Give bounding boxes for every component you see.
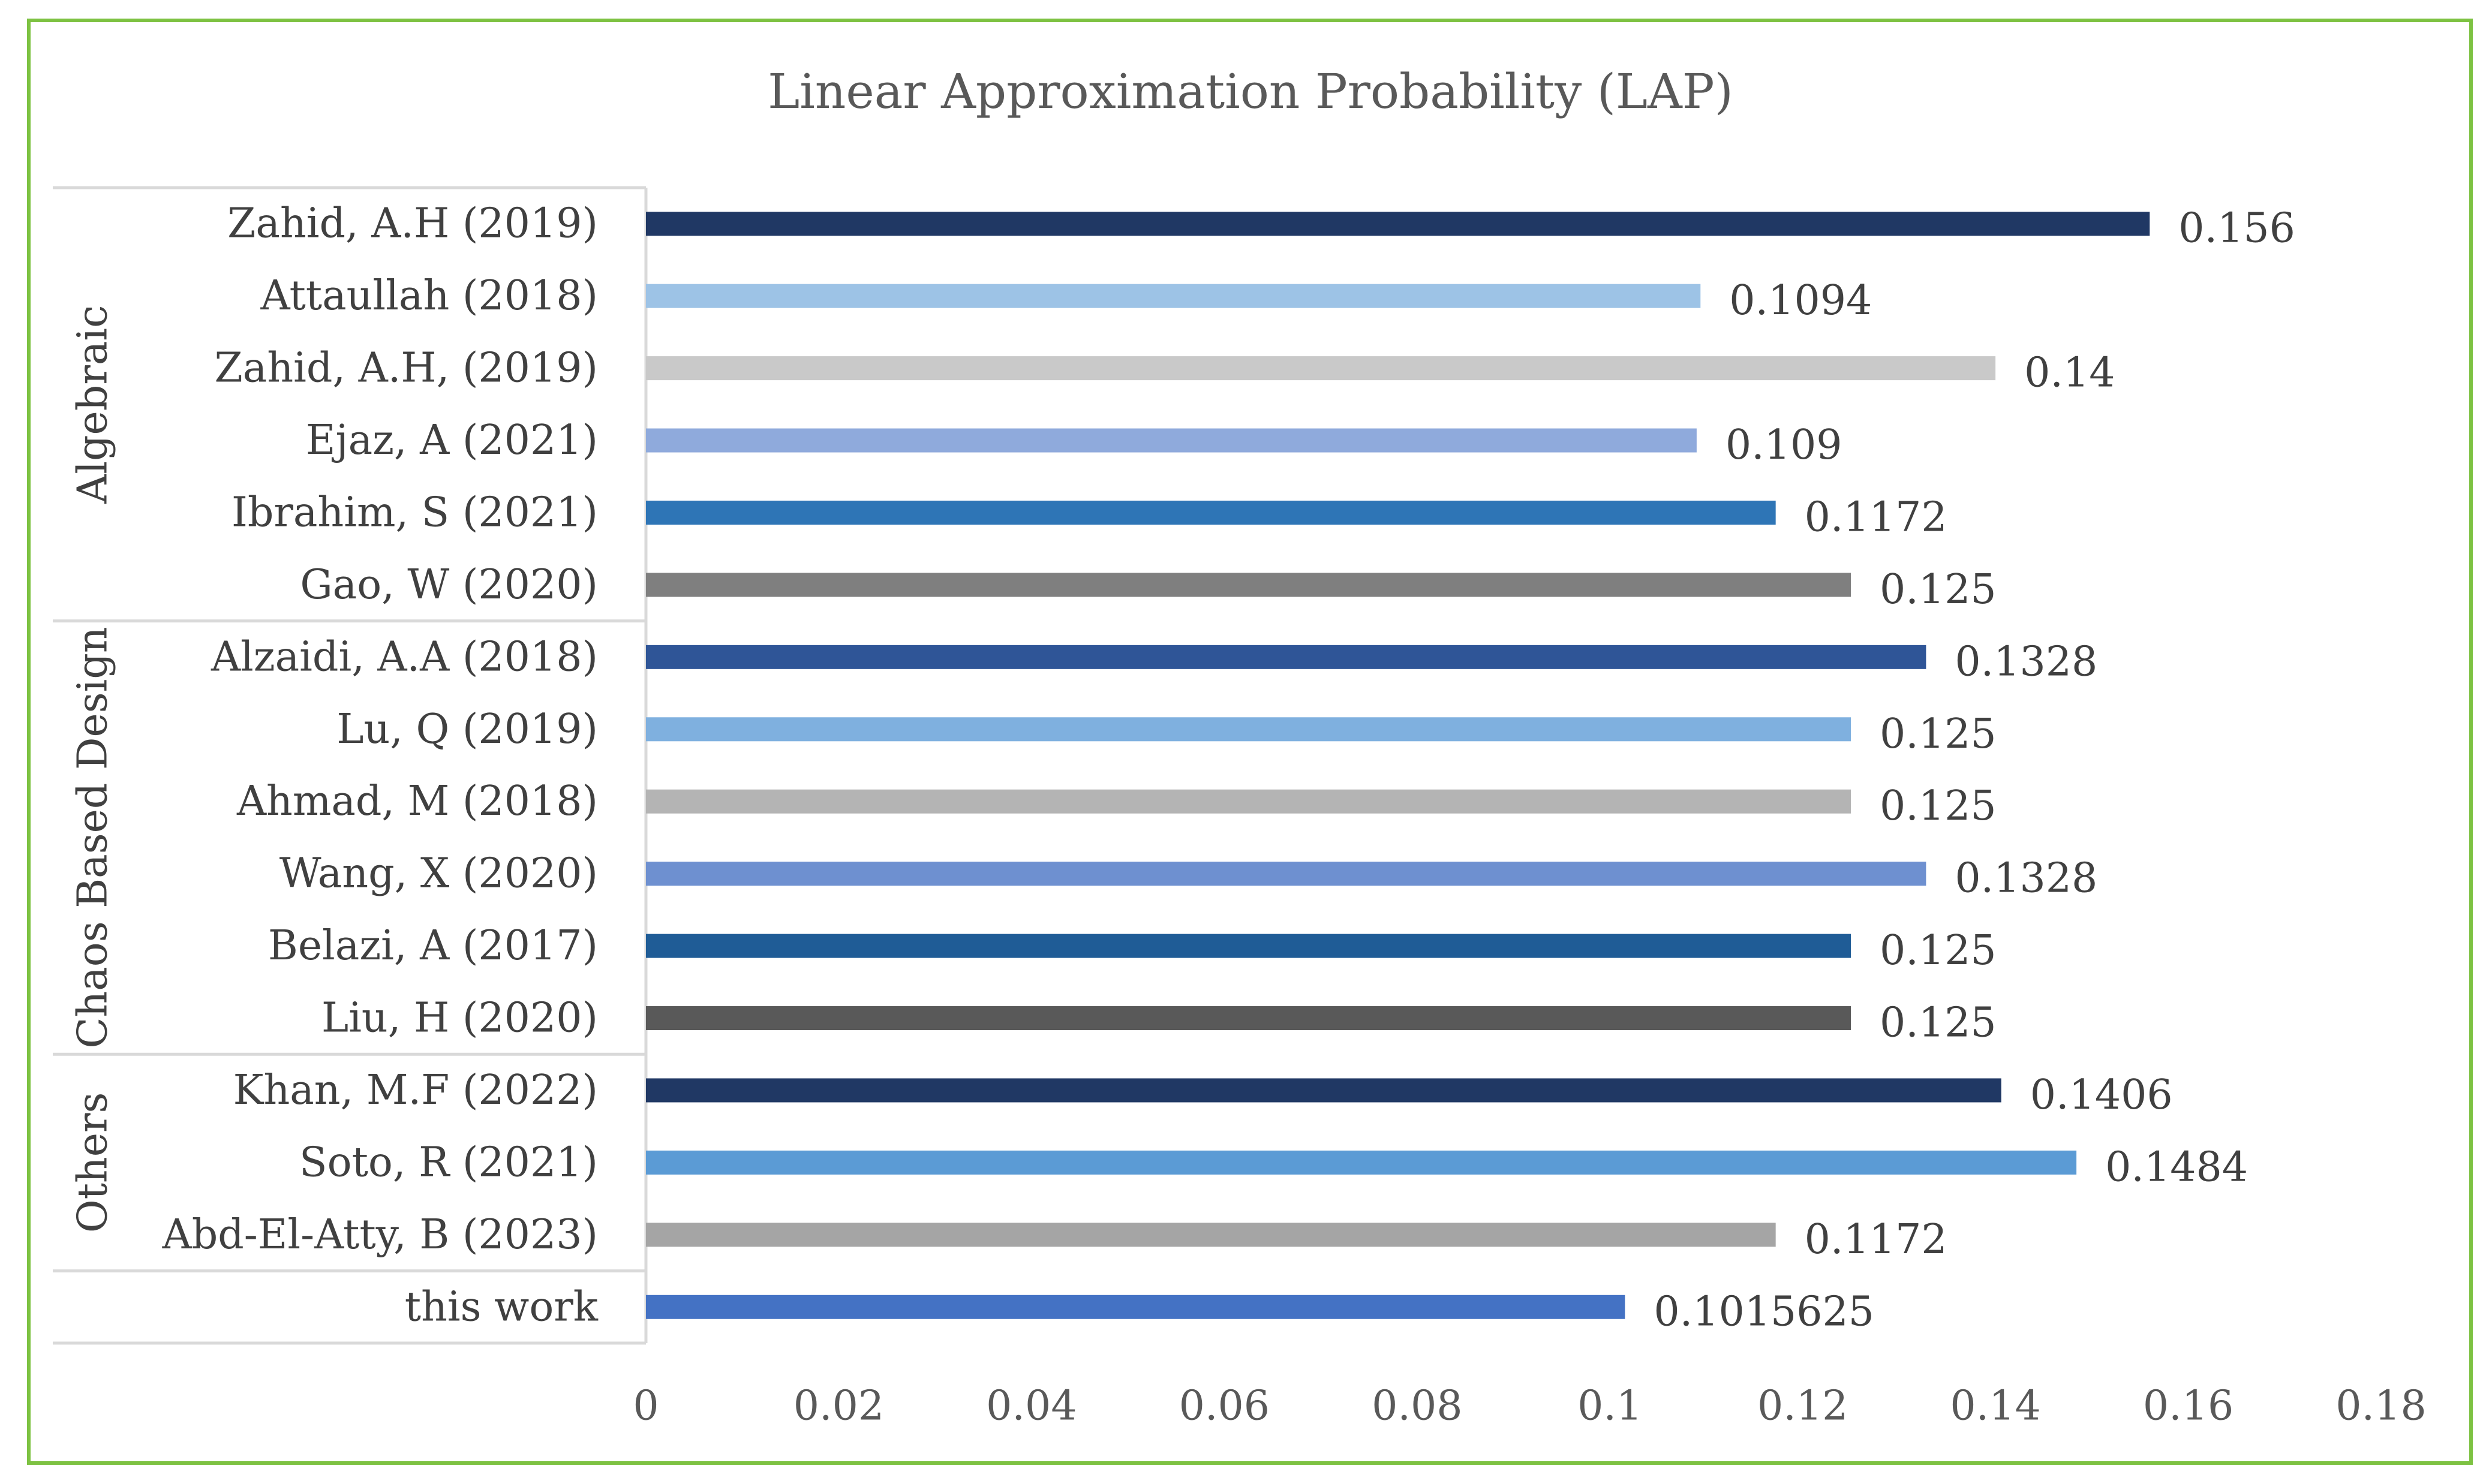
x-tick-label: 0.12 bbox=[1757, 1383, 1848, 1430]
value-label: 0.125 bbox=[1880, 782, 1997, 830]
value-label: 0.125 bbox=[1880, 1000, 1997, 1047]
group-label: Algebraic bbox=[70, 305, 117, 504]
category-label: Ejaz, A (2021) bbox=[306, 417, 598, 464]
bar bbox=[646, 934, 1851, 958]
x-tick-label: 0.08 bbox=[1372, 1383, 1462, 1430]
value-label: 0.156 bbox=[2178, 205, 2295, 252]
bar bbox=[646, 428, 1697, 453]
category-label: Zahid, A.H (2019) bbox=[227, 200, 598, 248]
value-label: 0.14 bbox=[2024, 350, 2115, 397]
category-label: Ahmad, M (2018) bbox=[236, 778, 598, 825]
bars-layer bbox=[646, 212, 2150, 1319]
category-label: Wang, X (2020) bbox=[279, 850, 598, 898]
x-tick-label: 0.16 bbox=[2143, 1383, 2234, 1430]
category-label: Gao, W (2020) bbox=[300, 561, 598, 609]
bar bbox=[646, 212, 2150, 236]
category-label: Alzaidi, A.A (2018) bbox=[211, 633, 598, 681]
category-label: Liu, H (2020) bbox=[321, 995, 598, 1042]
value-label: 0.1328 bbox=[1955, 855, 2097, 902]
bar bbox=[646, 717, 1851, 742]
category-label: Ibrahim, S (2021) bbox=[232, 489, 598, 536]
category-label: this work bbox=[405, 1283, 599, 1331]
chart-title: Linear Approximation Probability (LAP) bbox=[768, 64, 1733, 119]
value-label: 0.109 bbox=[1726, 422, 1842, 469]
value-label: 0.125 bbox=[1880, 566, 1997, 613]
value-label: 0.125 bbox=[1880, 927, 1997, 974]
bar bbox=[646, 1006, 1851, 1031]
x-tick-label: 0.06 bbox=[1179, 1383, 1270, 1430]
category-label: Soto, R (2021) bbox=[299, 1139, 598, 1186]
bar bbox=[646, 284, 1701, 308]
bar bbox=[646, 862, 1926, 886]
bar bbox=[646, 1295, 1625, 1319]
category-label: Lu, Q (2019) bbox=[336, 706, 598, 753]
x-tick-label: 0 bbox=[633, 1383, 659, 1430]
category-label: Khan, M.F (2022) bbox=[233, 1067, 598, 1114]
bar bbox=[646, 789, 1851, 814]
x-tick-label: 0.18 bbox=[2335, 1383, 2426, 1430]
x-tick-label: 0.1 bbox=[1577, 1383, 1642, 1430]
category-label: Belazi, A (2017) bbox=[268, 922, 598, 970]
chart-frame bbox=[27, 19, 2473, 1465]
value-label: 0.125 bbox=[1880, 711, 1997, 758]
bar bbox=[646, 573, 1851, 597]
value-label: 0.1484 bbox=[2105, 1143, 2248, 1191]
bar bbox=[646, 1223, 1776, 1247]
category-label: Attaullah (2018) bbox=[260, 272, 598, 320]
group-label: Others bbox=[70, 1092, 117, 1233]
value-label: 0.1406 bbox=[2030, 1071, 2173, 1119]
category-label: Zahid, A.H, (2019) bbox=[215, 345, 598, 392]
bar bbox=[646, 1150, 2077, 1175]
bar bbox=[646, 645, 1926, 669]
category-label: Abd-El-Atty, B (2023) bbox=[162, 1211, 598, 1259]
value-label: 0.1015625 bbox=[1654, 1288, 1874, 1335]
x-tick-label: 0.04 bbox=[986, 1383, 1077, 1430]
value-label: 0.1172 bbox=[1805, 1216, 1947, 1263]
axis-layer bbox=[53, 186, 648, 1345]
bar bbox=[646, 1078, 2001, 1103]
value-label: 0.1328 bbox=[1955, 638, 2097, 685]
bar bbox=[646, 356, 1996, 381]
group-label: Chaos Based Design bbox=[70, 627, 117, 1048]
value-label: 0.1172 bbox=[1805, 493, 1947, 541]
labels-layer: Algebraic Chaos Based Design Others Zahid, … bbox=[70, 200, 2427, 1430]
bar bbox=[646, 500, 1776, 525]
x-tick-label: 0.02 bbox=[793, 1383, 884, 1430]
x-tick-label: 0.14 bbox=[1950, 1383, 2040, 1430]
value-label: 0.1094 bbox=[1729, 277, 1872, 324]
